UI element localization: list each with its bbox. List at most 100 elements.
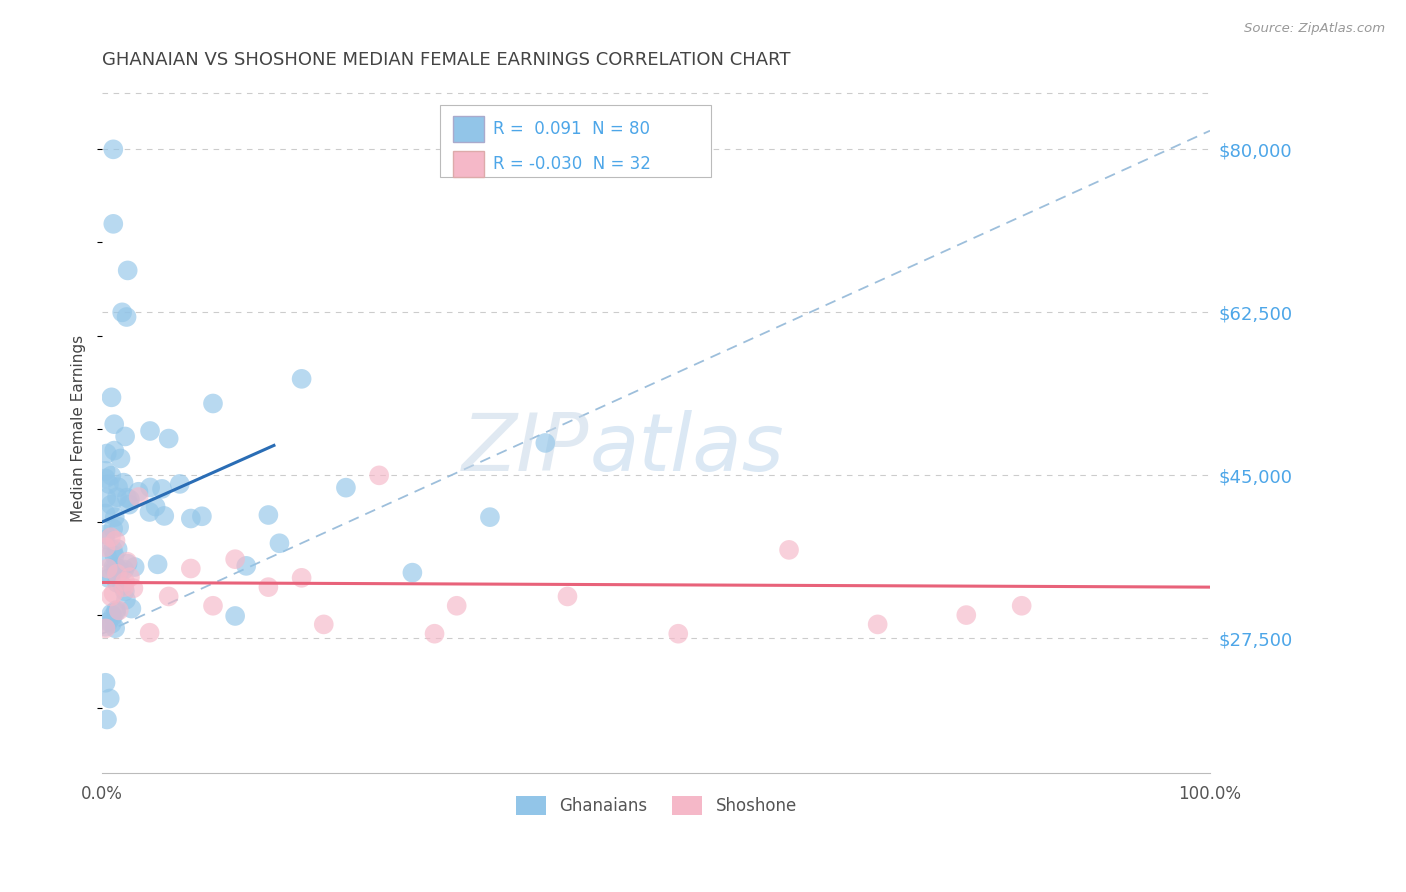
Point [103,549,125,563]
Point [115,592,138,607]
Point [100,607,122,621]
Point [257,508,280,522]
Point [104,533,127,548]
Point [235,558,257,573]
Point [146,558,169,572]
Point [180,561,202,575]
Point [103,586,125,600]
Point [128,484,150,499]
Point [112,475,135,490]
Point [224,552,246,566]
Point [94,464,117,478]
Point [120,601,142,615]
Point [866,617,889,632]
Point [96,550,118,565]
Point [291,372,314,386]
Point [180,511,202,525]
Point [100,530,122,544]
Point [115,555,138,569]
Point [94,507,117,521]
Point [118,492,141,507]
Point [107,480,129,494]
Point [115,310,138,324]
Point [105,605,128,619]
Point [108,603,131,617]
Point [100,468,122,483]
Point [478,510,501,524]
Text: R = -0.030  N = 32: R = -0.030 N = 32 [494,155,651,173]
Point [103,142,125,156]
Point [100,590,122,604]
Point [101,609,124,624]
Point [157,590,180,604]
Point [108,564,131,578]
Point [128,490,150,504]
Point [96,713,118,727]
Point [97,561,120,575]
Point [100,498,122,512]
Point [117,557,139,571]
Point [191,509,214,524]
Point [98,477,121,491]
Point [103,560,125,574]
Point [94,675,117,690]
Point [94,527,117,541]
Text: R =  0.091  N = 80: R = 0.091 N = 80 [494,120,650,137]
FancyBboxPatch shape [453,151,485,178]
Point [201,599,224,613]
Point [100,616,122,631]
Point [96,491,118,505]
Point [534,436,557,450]
Point [257,580,280,594]
Point [111,305,134,319]
Point [150,482,173,496]
Point [94,540,117,554]
Point [105,575,128,590]
Point [157,432,180,446]
Point [105,490,128,504]
Point [269,536,291,550]
Point [446,599,468,613]
Text: GHANAIAN VS SHOSHONE MEDIAN FEMALE EARNINGS CORRELATION CHART: GHANAIAN VS SHOSHONE MEDIAN FEMALE EARNI… [103,51,790,69]
Point [97,615,120,629]
Point [114,429,136,443]
Point [97,571,120,585]
Point [104,510,127,524]
Point [104,621,127,635]
Point [112,580,135,594]
Point [368,468,391,483]
Text: ZIP: ZIP [463,410,589,489]
Point [312,617,335,632]
Point [153,508,176,523]
Point [139,480,162,494]
Point [110,451,132,466]
FancyBboxPatch shape [453,116,485,142]
Point [108,520,131,534]
Text: Source: ZipAtlas.com: Source: ZipAtlas.com [1244,22,1385,36]
Point [103,217,125,231]
Point [107,542,129,557]
Point [104,559,127,574]
Point [114,574,136,589]
Point [138,505,160,519]
Point [94,471,117,485]
Point [115,491,138,505]
Point [101,542,124,557]
Point [169,477,191,491]
Point [335,481,357,495]
Point [666,626,689,640]
Y-axis label: Median Female Earnings: Median Female Earnings [72,335,86,523]
Point [101,522,124,536]
Point [118,498,141,512]
Point [94,621,117,635]
Point [94,533,117,547]
Point [114,584,136,599]
Point [112,563,135,577]
Point [100,390,122,404]
Point [105,603,128,617]
Point [401,566,423,580]
Point [96,446,118,460]
Point [955,608,977,623]
Point [139,424,162,438]
Point [557,590,579,604]
